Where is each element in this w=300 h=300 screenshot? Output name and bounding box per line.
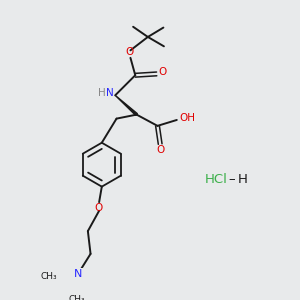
Text: –: – <box>228 173 235 186</box>
Text: HCl: HCl <box>205 173 228 186</box>
Text: H: H <box>237 173 247 186</box>
Text: OH: OH <box>179 113 195 123</box>
Polygon shape <box>115 95 137 116</box>
Text: CH₃: CH₃ <box>41 272 57 281</box>
Text: N: N <box>106 88 114 98</box>
Text: O: O <box>156 145 164 155</box>
Text: O: O <box>125 47 133 58</box>
Text: H: H <box>98 88 106 98</box>
Text: O: O <box>158 67 166 77</box>
Text: O: O <box>94 203 102 213</box>
Text: N: N <box>74 269 82 279</box>
Text: CH₃: CH₃ <box>68 296 85 300</box>
